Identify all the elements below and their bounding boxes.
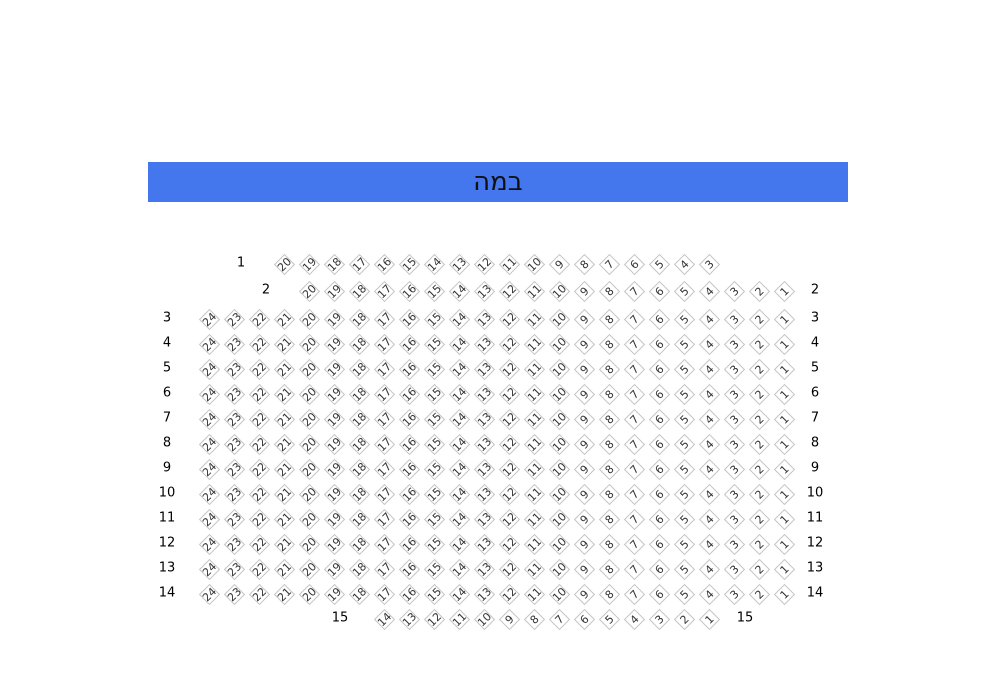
seat-number: 1 — [777, 587, 792, 602]
seat[interactable]: 1 — [773, 583, 797, 607]
row-label-left: 10 — [158, 485, 176, 501]
row-label-left: 3 — [162, 310, 172, 326]
row-label-left: 12 — [158, 535, 176, 551]
row-label-left: 9 — [162, 460, 172, 476]
row-label-right: 15 — [736, 610, 754, 626]
stage-banner: במה — [148, 162, 848, 202]
stage-label: במה — [473, 167, 523, 197]
row-label-right: 10 — [806, 485, 824, 501]
row-label-right: 8 — [810, 435, 820, 451]
row-label-left: 11 — [158, 510, 176, 526]
seat-number: 1 — [702, 612, 717, 627]
row-label-left: 13 — [158, 560, 176, 576]
seat[interactable]: 1 — [698, 608, 722, 632]
row-label-right: 2 — [810, 282, 820, 298]
row-label-right: 11 — [806, 510, 824, 526]
row-label-left: 6 — [162, 385, 172, 401]
row-label-right: 13 — [806, 560, 824, 576]
row-label-left: 15 — [331, 610, 349, 626]
row-label-right: 5 — [810, 360, 820, 376]
row-label-left: 4 — [162, 335, 172, 351]
row-label-right: 9 — [810, 460, 820, 476]
row-label-left: 5 — [162, 360, 172, 376]
seat[interactable]: 1 — [773, 280, 797, 304]
row-label-left: 1 — [236, 255, 246, 271]
row-label-right: 3 — [810, 310, 820, 326]
row-label-right: 4 — [810, 335, 820, 351]
row-label-right: 6 — [810, 385, 820, 401]
row-label-left: 2 — [261, 282, 271, 298]
row-label-left: 14 — [158, 585, 176, 601]
row-label-left: 7 — [162, 410, 172, 426]
row-label-right: 12 — [806, 535, 824, 551]
row-label-left: 8 — [162, 435, 172, 451]
row-label-right: 7 — [810, 410, 820, 426]
row-label-right: 14 — [806, 585, 824, 601]
seat[interactable]: 3 — [698, 253, 722, 277]
